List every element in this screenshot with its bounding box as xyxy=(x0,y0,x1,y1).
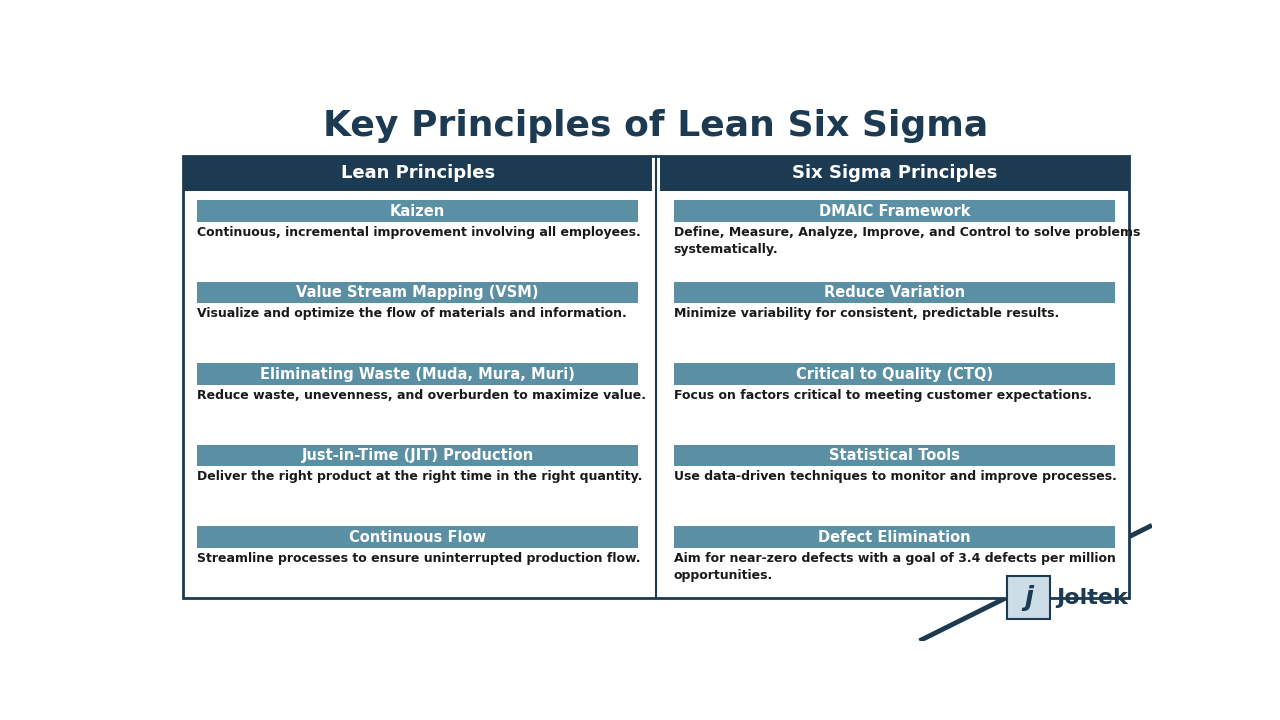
FancyBboxPatch shape xyxy=(673,526,1115,548)
FancyBboxPatch shape xyxy=(183,156,1129,598)
Text: Minimize variability for consistent, predictable results.: Minimize variability for consistent, pre… xyxy=(673,307,1059,320)
FancyBboxPatch shape xyxy=(197,526,639,548)
Text: Statistical Tools: Statistical Tools xyxy=(829,448,960,463)
FancyBboxPatch shape xyxy=(197,282,639,303)
Text: Deliver the right product at the right time in the right quantity.: Deliver the right product at the right t… xyxy=(197,470,643,483)
Text: Continuous Flow: Continuous Flow xyxy=(349,529,486,544)
Text: Kaizen: Kaizen xyxy=(390,204,445,219)
Text: Six Sigma Principles: Six Sigma Principles xyxy=(791,164,997,182)
Text: DMAIC Framework: DMAIC Framework xyxy=(819,204,970,219)
Text: Eliminating Waste (Muda, Mura, Muri): Eliminating Waste (Muda, Mura, Muri) xyxy=(260,366,575,382)
Text: Critical to Quality (CTQ): Critical to Quality (CTQ) xyxy=(796,366,993,382)
Text: Aim for near-zero defects with a goal of 3.4 defects per million
opportunities.: Aim for near-zero defects with a goal of… xyxy=(673,552,1116,582)
Text: Key Principles of Lean Six Sigma: Key Principles of Lean Six Sigma xyxy=(324,109,988,143)
FancyBboxPatch shape xyxy=(673,445,1115,467)
Text: Reduce waste, unevenness, and overburden to maximize value.: Reduce waste, unevenness, and overburden… xyxy=(197,389,646,402)
FancyBboxPatch shape xyxy=(197,445,639,467)
FancyBboxPatch shape xyxy=(183,156,652,191)
Text: Define, Measure, Analyze, Improve, and Control to solve problems
systematically.: Define, Measure, Analyze, Improve, and C… xyxy=(673,226,1140,256)
FancyBboxPatch shape xyxy=(1007,576,1051,619)
Text: Joltek: Joltek xyxy=(1057,588,1129,608)
FancyBboxPatch shape xyxy=(673,364,1115,385)
Text: j: j xyxy=(1024,585,1033,611)
Text: Just-in-Time (JIT) Production: Just-in-Time (JIT) Production xyxy=(302,448,534,463)
Text: Use data-driven techniques to monitor and improve processes.: Use data-driven techniques to monitor an… xyxy=(673,470,1116,483)
FancyBboxPatch shape xyxy=(673,200,1115,222)
Text: Visualize and optimize the flow of materials and information.: Visualize and optimize the flow of mater… xyxy=(197,307,627,320)
FancyBboxPatch shape xyxy=(197,200,639,222)
Text: Continuous, incremental improvement involving all employees.: Continuous, incremental improvement invo… xyxy=(197,226,641,239)
Text: Value Stream Mapping (VSM): Value Stream Mapping (VSM) xyxy=(297,285,539,300)
Text: Reduce Variation: Reduce Variation xyxy=(824,285,965,300)
FancyBboxPatch shape xyxy=(673,282,1115,303)
FancyBboxPatch shape xyxy=(197,364,639,385)
Text: Focus on factors critical to meeting customer expectations.: Focus on factors critical to meeting cus… xyxy=(673,389,1092,402)
Text: Defect Elimination: Defect Elimination xyxy=(818,529,970,544)
Text: Lean Principles: Lean Principles xyxy=(340,164,495,182)
Text: Streamline processes to ensure uninterrupted production flow.: Streamline processes to ensure uninterru… xyxy=(197,552,641,564)
FancyBboxPatch shape xyxy=(660,156,1129,191)
